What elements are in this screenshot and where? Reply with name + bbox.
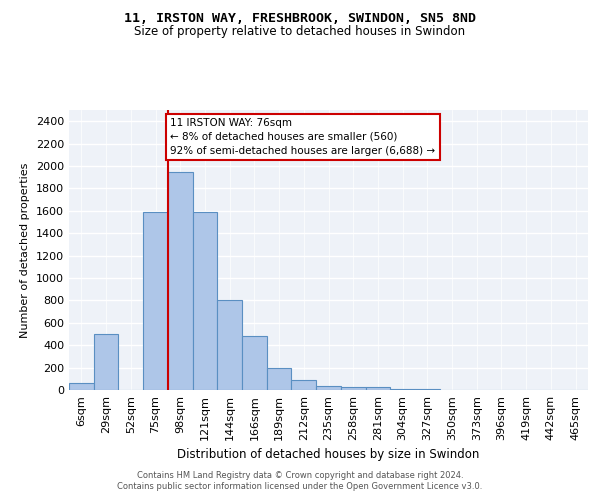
X-axis label: Distribution of detached houses by size in Swindon: Distribution of detached houses by size … (178, 448, 479, 462)
Bar (341, 386, 365, 390)
Bar (217, 300, 242, 390)
Text: Contains HM Land Registry data © Crown copyright and database right 2024.: Contains HM Land Registry data © Crown c… (137, 471, 463, 480)
Bar (365, 387, 390, 390)
Bar (242, 336, 267, 390)
Bar (267, 368, 292, 390)
Bar (292, 380, 316, 390)
Bar (69, 384, 94, 390)
Text: 11 IRSTON WAY: 76sqm
← 8% of detached houses are smaller (560)
92% of semi-detac: 11 IRSTON WAY: 76sqm ← 8% of detached ho… (170, 118, 436, 156)
Text: 11, IRSTON WAY, FRESHBROOK, SWINDON, SN5 8ND: 11, IRSTON WAY, FRESHBROOK, SWINDON, SN5… (124, 12, 476, 26)
Bar (316, 386, 341, 390)
Bar (390, 389, 415, 390)
Bar (168, 172, 193, 390)
Text: Contains public sector information licensed under the Open Government Licence v3: Contains public sector information licen… (118, 482, 482, 491)
Bar (193, 212, 217, 390)
Bar (94, 334, 118, 390)
Y-axis label: Number of detached properties: Number of detached properties (20, 162, 31, 338)
Text: Size of property relative to detached houses in Swindon: Size of property relative to detached ho… (134, 25, 466, 38)
Bar (143, 212, 168, 390)
